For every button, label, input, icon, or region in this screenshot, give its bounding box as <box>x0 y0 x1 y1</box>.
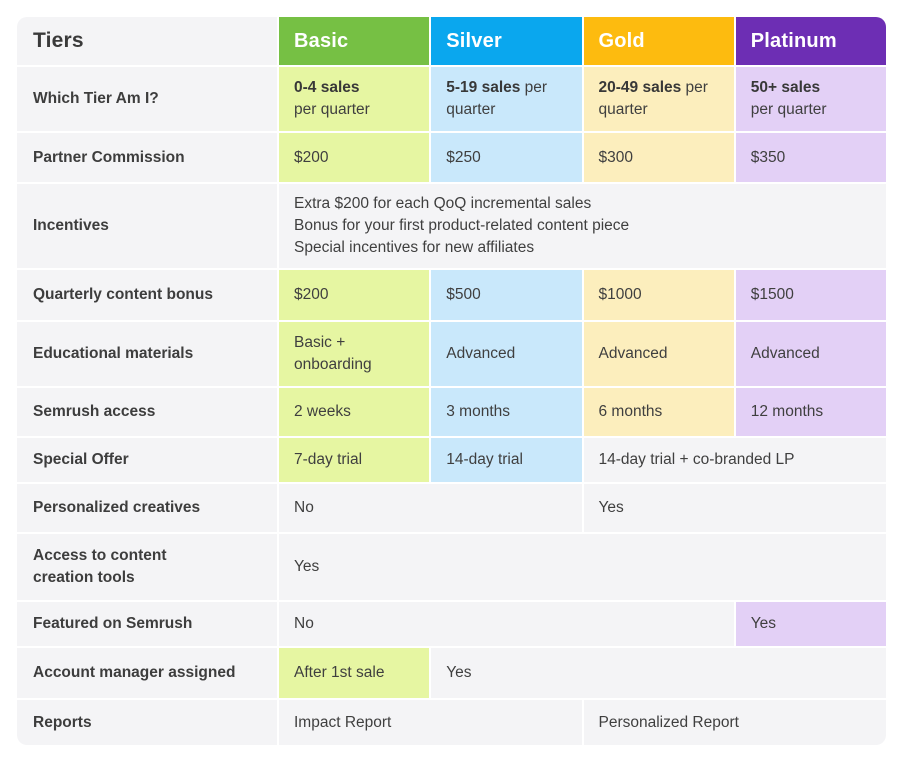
tier-cell: Yes <box>735 602 886 646</box>
row-label: Which Tier Am I? <box>17 67 277 131</box>
row-label: Personalized creatives <box>17 484 277 532</box>
tiers-comparison-table: Tiers Basic Silver Gold Platinum Which T… <box>15 15 888 747</box>
row-label: Access to content creation tools <box>17 534 277 600</box>
tier-cell: Advanced <box>431 322 582 386</box>
tier-cell: $500 <box>431 270 582 320</box>
tier-cell: $300 <box>583 133 734 182</box>
tier-cell: $200 <box>279 270 430 320</box>
table-row: Quarterly content bonus $200 $500 $1000 $150… <box>17 270 886 320</box>
row-label: Incentives <box>17 184 277 268</box>
tier-cell: $200 <box>279 133 430 182</box>
tier-cell: $1000 <box>583 270 734 320</box>
table-row: Access to content creation tools Yes <box>17 534 886 600</box>
tier-cell: 20-49 sales per quarter <box>583 67 734 131</box>
row-label: Partner Commission <box>17 133 277 182</box>
tier-cell: $1500 <box>735 270 886 320</box>
tier-cell: Personalized Report <box>583 700 886 745</box>
tier-cell: Impact Report <box>279 700 582 745</box>
tier-cell: 3 months <box>431 388 582 436</box>
tier-cell: Basic + onboarding <box>279 322 430 386</box>
tier-cell: Yes <box>583 484 886 532</box>
table-row: Special Offer 7-day trial 14-day trial 14-d… <box>17 438 886 482</box>
tier-cell: After 1st sale <box>279 648 430 698</box>
header-row: Tiers Basic Silver Gold Platinum <box>17 17 886 65</box>
row-label: Special Offer <box>17 438 277 482</box>
table-row: Which Tier Am I? 0-4 sales per quarter 5-1… <box>17 67 886 131</box>
row-label: Account manager assigned <box>17 648 277 698</box>
tier-cell: $250 <box>431 133 582 182</box>
tier-header-gold: Gold <box>583 17 734 65</box>
row-label: Reports <box>17 700 277 745</box>
tier-cell: Yes <box>431 648 886 698</box>
table-row: Incentives Extra $200 for each QoQ increm… <box>17 184 886 268</box>
table-row: Personalized creatives No Yes <box>17 484 886 532</box>
table-row: Partner Commission $200 $250 $300 $350 <box>17 133 886 182</box>
table-row: Account manager assigned After 1st sale Ye… <box>17 648 886 698</box>
tiers-heading: Tiers <box>17 17 277 65</box>
table-row: Semrush access 2 weeks 3 months 6 months 12 … <box>17 388 886 436</box>
tier-cell: No <box>279 602 734 646</box>
row-label: Quarterly content bonus <box>17 270 277 320</box>
tier-cell: Advanced <box>583 322 734 386</box>
tier-cell: 14-day trial <box>431 438 582 482</box>
tier-cell: Extra $200 for each QoQ incremental sale… <box>279 184 886 268</box>
table-row: Educational materials Basic + onboarding A… <box>17 322 886 386</box>
tier-header-silver: Silver <box>431 17 582 65</box>
tier-cell: Yes <box>279 534 886 600</box>
tier-cell: No <box>279 484 582 532</box>
tier-cell: 0-4 sales per quarter <box>279 67 430 131</box>
tier-header-basic: Basic <box>279 17 430 65</box>
table-row: Featured on Semrush No Yes <box>17 602 886 646</box>
tiers-table-body: Which Tier Am I? 0-4 sales per quarter 5-1… <box>17 67 886 745</box>
tier-cell: 2 weeks <box>279 388 430 436</box>
tier-cell: 5-19 sales per quarter <box>431 67 582 131</box>
row-label: Semrush access <box>17 388 277 436</box>
row-label: Educational materials <box>17 322 277 386</box>
tier-cell: 6 months <box>583 388 734 436</box>
table-row: Reports Impact Report Personalized Report <box>17 700 886 745</box>
tier-header-platinum: Platinum <box>735 17 886 65</box>
tier-cell: 14-day trial + co-branded LP <box>583 438 886 482</box>
row-label: Featured on Semrush <box>17 602 277 646</box>
tier-cell: $350 <box>735 133 886 182</box>
tier-cell: 12 months <box>735 388 886 436</box>
tier-cell: Advanced <box>735 322 886 386</box>
tier-cell: 50+ sales per quarter <box>735 67 886 131</box>
tier-cell: 7-day trial <box>279 438 430 482</box>
